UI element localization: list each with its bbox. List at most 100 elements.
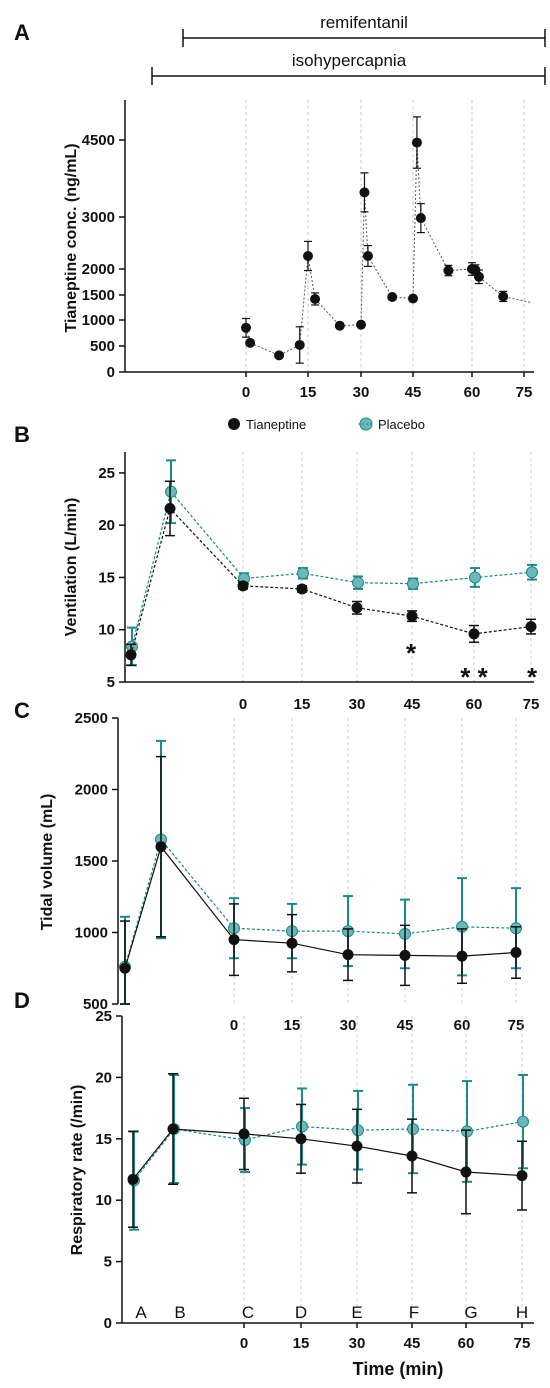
- panel-b-y-ticks: 5 10 15 20 25: [98, 465, 125, 691]
- panel-a-x-tick-label: 0: [242, 384, 250, 401]
- panel-a-data-point: [294, 339, 305, 350]
- isohypercapnia-bar: [151, 67, 546, 85]
- panel-c-tianeptine-data-point: [510, 947, 522, 959]
- significance-60: * *: [460, 662, 488, 692]
- panel-d-tianeptine-data-point: [516, 1170, 528, 1182]
- panel-c-x-ticks: 0 15 30 45 60 75: [230, 1017, 525, 1034]
- panel-a-data-point: [443, 265, 454, 276]
- panel-d-y-tick-label: 5: [104, 1254, 112, 1271]
- legend-label-tianeptine: Tianeptine: [246, 417, 306, 432]
- panel-c-tianeptine-data-point: [119, 962, 131, 974]
- panel-b-tianeptine-data-point: [125, 649, 137, 661]
- panel-c-gridlines: [233, 718, 517, 1004]
- panel-b-tianeptine-data-point: [468, 628, 480, 640]
- panel-d-y-tick-label: 10: [95, 1192, 112, 1209]
- panel-a-data-point: [411, 137, 422, 148]
- panel-b-tianeptine-data-point: [525, 621, 537, 633]
- significance-75: *: [527, 662, 538, 692]
- panel-a: 0 500 1000 1500 2000 3000 4500 0 15 30 45 60 75 Tia…: [63, 100, 534, 401]
- panel-c-y-tick-label: 1500: [75, 853, 108, 870]
- panel-b-tianeptine-data-point: [406, 610, 418, 622]
- panel-d-x-tick-label: 75: [514, 1335, 531, 1352]
- panel-d-placebo-data-point: [407, 1122, 419, 1135]
- panel-b: 5 10 15 20 25 0 15 30 45 60 75 * * * * Ventilatio…: [63, 452, 539, 713]
- panel-a-y-ticks: 0 500 1000 1500 2000 3000 4500: [82, 132, 125, 381]
- panel-d-tianeptine-data-point: [238, 1128, 250, 1140]
- panel-a-series-line: [245, 142, 532, 356]
- panel-a-data-point: [356, 319, 366, 330]
- panel-c-placebo-line: [124, 838, 517, 967]
- panel-a-y-tick-label: 2000: [82, 261, 115, 278]
- panel-d-condition-label: G: [464, 1303, 477, 1322]
- panel-a-x-tick-label: 75: [516, 384, 533, 401]
- panel-b-placebo-data-point: [469, 571, 481, 584]
- remifentanil-bar: [182, 29, 546, 47]
- panel-letter-b: B: [14, 422, 30, 447]
- legend-marker-tianeptine: [228, 418, 240, 430]
- panel-b-x-tick-label: 75: [523, 696, 540, 713]
- panel-d-y-tick-label: 0: [104, 1315, 112, 1332]
- significance-45: *: [406, 638, 417, 668]
- panel-letter-d: D: [14, 988, 30, 1013]
- panel-a-y-tick-label: 3000: [82, 209, 115, 226]
- panel-c: 500 1000 1500 2000 2500 0 15 30 45 60 75 Tidal vo…: [39, 710, 524, 1034]
- panel-c-tianeptine-data-point: [342, 949, 354, 961]
- panel-d-y-tick-label: 20: [95, 1069, 112, 1086]
- panel-b-x-tick-label: 30: [349, 696, 366, 713]
- panel-d-placebo-data-point: [461, 1125, 473, 1138]
- panel-a-data-point: [415, 213, 426, 224]
- panel-c-tianeptine-data-point: [286, 937, 298, 949]
- panel-b-placebo-data-point: [526, 566, 538, 579]
- panel-b-y-tick-label: 10: [98, 622, 115, 639]
- panel-d-condition-label: A: [135, 1303, 147, 1322]
- panel-c-x-tick-label: 0: [230, 1017, 238, 1034]
- panel-d-condition-label: F: [409, 1303, 419, 1322]
- panel-d-condition-label: D: [295, 1303, 307, 1322]
- remifentanil-label: remifentanil: [320, 13, 408, 32]
- panel-c-x-tick-label: 75: [508, 1017, 525, 1034]
- panel-d-tianeptine-data-point: [406, 1150, 418, 1162]
- panel-d-x-tick-label: 30: [349, 1335, 366, 1352]
- panel-letter-c: C: [14, 698, 30, 723]
- panel-c-data: [119, 739, 522, 1005]
- panel-b-x-tick-label: 60: [466, 696, 483, 713]
- panel-a-y-axis-title: Tianeptine conc. (ng/mL): [63, 143, 80, 332]
- panel-a-data-point: [310, 294, 321, 304]
- panel-b-x-tick-label: 45: [404, 696, 421, 713]
- panel-c-tianeptine-line: [124, 845, 517, 969]
- panel-b-x-tick-label: 15: [294, 696, 311, 713]
- panel-d-condition-label: H: [516, 1303, 528, 1322]
- panel-d-data: [127, 1072, 529, 1231]
- panel-b-placebo-data-point: [407, 577, 419, 590]
- panel-d-placebo-data-point: [296, 1120, 308, 1133]
- panel-b-tianeptine-data-point: [351, 602, 363, 614]
- panel-c-y-tick-label: 2500: [75, 710, 108, 727]
- panel-b-y-tick-label: 5: [107, 674, 115, 691]
- panel-a-data-point: [303, 251, 313, 261]
- panel-a-data-point: [274, 350, 285, 361]
- panel-a-data-point: [387, 292, 398, 302]
- panel-d-x-tick-label: 45: [404, 1335, 421, 1352]
- panel-a-x-ticks: 0 15 30 45 60 75: [242, 372, 533, 401]
- panel-b-y-axis-title: Ventilation (L/min): [63, 498, 80, 637]
- panel-d-tianeptine-data-point: [460, 1166, 472, 1178]
- panel-a-y-tick-label: 4500: [82, 132, 115, 149]
- panel-d-placebo-line: [133, 1121, 524, 1181]
- panel-a-x-tick-label: 15: [300, 384, 317, 401]
- panel-d-condition-label: C: [242, 1303, 254, 1322]
- panel-d-tianeptine-line: [132, 1128, 523, 1180]
- panel-d-gridlines: [243, 1016, 523, 1323]
- panel-b-placebo-data-point: [297, 567, 309, 580]
- panel-d-x-tick-label: 0: [240, 1335, 248, 1352]
- panel-d-y-axis-title: Respiratory rate (/min): [69, 1085, 86, 1256]
- panel-c-y-tick-label: 1000: [75, 925, 108, 942]
- panel-c-y-tick-label: 2000: [75, 782, 108, 799]
- panel-a-data-point: [359, 187, 370, 198]
- panel-a-x-tick-label: 45: [405, 384, 422, 401]
- panel-b-tianeptine-line: [130, 507, 532, 655]
- panel-b-tianeptine-data-point: [237, 580, 249, 592]
- panel-b-tianeptine-data-point: [296, 583, 308, 595]
- panel-a-data-point: [408, 293, 418, 304]
- panel-a-gridlines: [245, 100, 525, 372]
